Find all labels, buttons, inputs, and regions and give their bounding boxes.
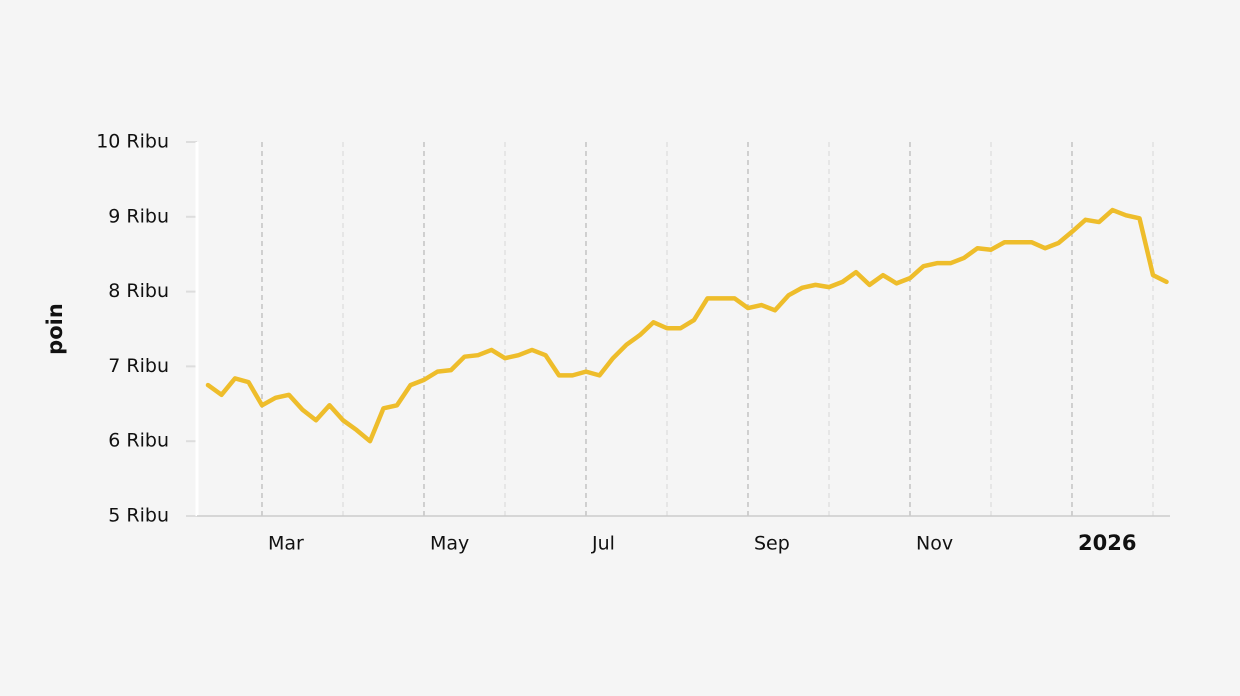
y-tick-label: 6 Ribu	[108, 430, 169, 452]
y-tick-label: 5 Ribu	[108, 505, 169, 527]
x-tick-label: Jul	[591, 533, 615, 555]
x-tick-label: Nov	[916, 533, 953, 555]
y-tick-label: 9 Ribu	[108, 205, 169, 227]
y-axis-label: poin	[43, 303, 67, 355]
x-tick-label: Sep	[754, 533, 790, 555]
line-series	[205, 207, 1169, 444]
x-tick-label: Mar	[268, 533, 304, 555]
y-tick-label: 8 Ribu	[108, 280, 169, 302]
x-tick-label: 2026	[1078, 531, 1136, 555]
y-tick-label: 7 Ribu	[108, 355, 169, 377]
y-tick-label: 10 Ribu	[96, 131, 169, 153]
x-tick-label: May	[430, 533, 469, 555]
